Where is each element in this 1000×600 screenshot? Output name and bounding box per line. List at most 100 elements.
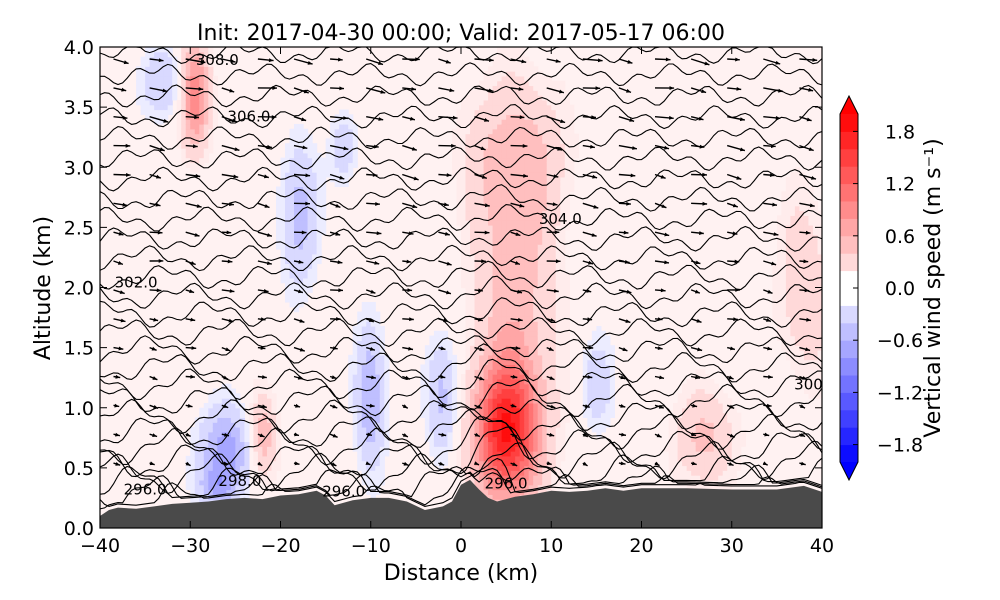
vertical-wind-cell (488, 80, 494, 87)
vertical-wind-cell (524, 282, 530, 289)
vertical-wind-cell (289, 143, 295, 149)
vertical-wind-cell (479, 479, 485, 486)
vertical-wind-cell (429, 412, 435, 418)
wind-vector-head (194, 233, 200, 237)
vertical-wind-cell (528, 484, 534, 491)
vertical-wind-cell (677, 479, 683, 486)
vertical-wind-cell (140, 109, 146, 115)
vertical-wind-cell (488, 234, 494, 240)
vertical-wind-cell (221, 388, 227, 394)
vertical-wind-cell (528, 253, 534, 260)
vertical-wind-cell (316, 186, 322, 192)
vertical-wind-cell (172, 80, 178, 87)
vertical-wind-cell (546, 369, 552, 375)
vertical-wind-cell (794, 282, 801, 289)
vertical-wind-cell (524, 369, 530, 375)
vertical-wind-cell (181, 56, 187, 63)
vertical-wind-cell (199, 446, 205, 452)
vertical-wind-cell (303, 282, 309, 289)
vertical-wind-cell (244, 479, 250, 486)
vertical-wind-cell (203, 422, 209, 428)
vertical-wind-cell (190, 162, 196, 168)
vertical-wind-cell (217, 388, 223, 394)
vertical-wind-cell (176, 114, 182, 120)
vertical-wind-cell (433, 446, 440, 452)
vertical-wind-cell (600, 388, 606, 394)
vertical-wind-cell (479, 393, 485, 399)
vertical-wind-cell (501, 80, 507, 87)
vertical-wind-cell (551, 479, 557, 486)
vertical-wind-cell (285, 186, 291, 192)
wind-vector-head (223, 461, 229, 466)
vertical-wind-cell (596, 402, 602, 409)
vertical-wind-cell (519, 364, 525, 370)
vertical-wind-cell (226, 446, 232, 452)
vertical-wind-cell (501, 224, 507, 231)
vertical-wind-cell (542, 85, 548, 91)
vertical-wind-cell (497, 119, 503, 125)
vertical-wind-cell (551, 422, 557, 428)
vertical-wind-cell (294, 249, 300, 255)
vertical-wind-cell (528, 354, 534, 361)
vertical-wind-cell (528, 359, 534, 366)
vertical-wind-cell (488, 340, 494, 346)
vertical-wind-cell (298, 133, 304, 139)
vertical-wind-cell (289, 152, 295, 159)
vertical-wind-cell (506, 258, 512, 265)
vertical-wind-cell (700, 407, 706, 414)
vertical-wind-cell (379, 378, 385, 385)
vertical-wind-cell (501, 451, 507, 457)
vertical-wind-cell (357, 345, 363, 351)
vertical-wind-cell (817, 369, 822, 375)
vertical-wind-cell (528, 374, 534, 380)
vertical-wind-cell (212, 470, 218, 476)
vertical-wind-cell (140, 61, 146, 67)
vertical-wind-cell (303, 263, 309, 269)
vertical-wind-cell (817, 383, 822, 390)
vertical-wind-cell (542, 114, 548, 120)
vertical-wind-cell (266, 383, 273, 390)
vertical-wind-cell (488, 369, 494, 375)
vertical-wind-cell (483, 210, 489, 216)
vertical-wind-cell (695, 470, 701, 476)
vertical-wind-cell (257, 417, 264, 423)
vertical-wind-cell (519, 268, 525, 274)
vertical-wind-cell (564, 350, 570, 356)
vertical-wind-cell (492, 407, 498, 414)
vertical-wind-cell (294, 152, 300, 159)
vertical-wind-cell (528, 162, 534, 168)
vertical-wind-cell (713, 446, 719, 452)
vertical-wind-cell (691, 383, 697, 390)
vertical-wind-cell (483, 75, 489, 82)
vertical-wind-cell (366, 489, 372, 495)
vertical-wind-cell (542, 374, 548, 380)
vertical-wind-cell (298, 263, 304, 269)
vertical-wind-cell (533, 176, 539, 183)
vertical-wind-cell (212, 426, 218, 433)
vertical-wind-cell (506, 224, 512, 231)
vertical-wind-cell (465, 301, 471, 308)
vertical-wind-cell (515, 297, 521, 303)
vertical-wind-cell (506, 383, 512, 390)
vertical-wind-cell (564, 205, 570, 212)
vertical-wind-cell (542, 75, 548, 82)
vertical-wind-cell (176, 123, 182, 130)
vertical-wind-cell (483, 224, 489, 231)
vertical-wind-cell (542, 446, 548, 452)
vertical-wind-cell (461, 374, 467, 380)
vertical-wind-cell (582, 359, 588, 366)
vertical-wind-cell (497, 388, 503, 394)
vertical-wind-cell (176, 143, 182, 149)
vertical-wind-cell (501, 297, 507, 303)
vertical-wind-cell (230, 465, 236, 471)
vertical-wind-cell (199, 455, 205, 462)
vertical-wind-cell (799, 196, 805, 202)
vertical-wind-cell (587, 378, 593, 385)
vertical-wind-cell (781, 335, 787, 342)
vertical-wind-cell (537, 282, 543, 289)
vertical-wind-cell (379, 359, 385, 366)
vertical-wind-cell (361, 446, 367, 452)
vertical-wind-cell (442, 446, 449, 452)
vertical-wind-cell (307, 273, 313, 279)
vertical-wind-cell (149, 71, 155, 77)
